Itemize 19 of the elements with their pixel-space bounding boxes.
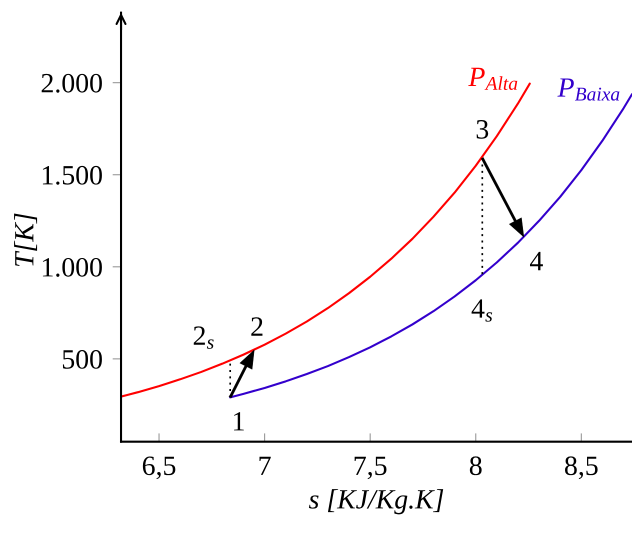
series-label: P$_{Baixa}$ (557, 78, 620, 101)
x-tick-label: 6,5 (142, 456, 176, 480)
annotation: 2$_{s}$ (194, 326, 214, 349)
annotation: 3 (476, 120, 488, 139)
x-tick-label: 8,5 (565, 456, 598, 480)
annotation: 4 (530, 252, 543, 270)
x-tick-label: 7 (259, 456, 271, 475)
y-tick-label: 1.000 (42, 258, 102, 277)
y-tick-label: 1.500 (42, 166, 102, 185)
y-axis-title: T[K] (14, 214, 38, 266)
annotation: 1 (234, 412, 244, 430)
x-tick-label: 8 (470, 456, 482, 476)
annotation: 4$_{s}$ (472, 299, 492, 322)
x-tick-label: 7,5 (354, 456, 386, 480)
x-axis-title: s [KJ/Kg.K] (308, 489, 444, 514)
series-label: P$_{Alta}$ (468, 68, 518, 90)
y-tick-label: 2.000 (42, 74, 102, 93)
annotation: 2 (251, 317, 262, 336)
y-tick-label: 500 (62, 350, 102, 369)
